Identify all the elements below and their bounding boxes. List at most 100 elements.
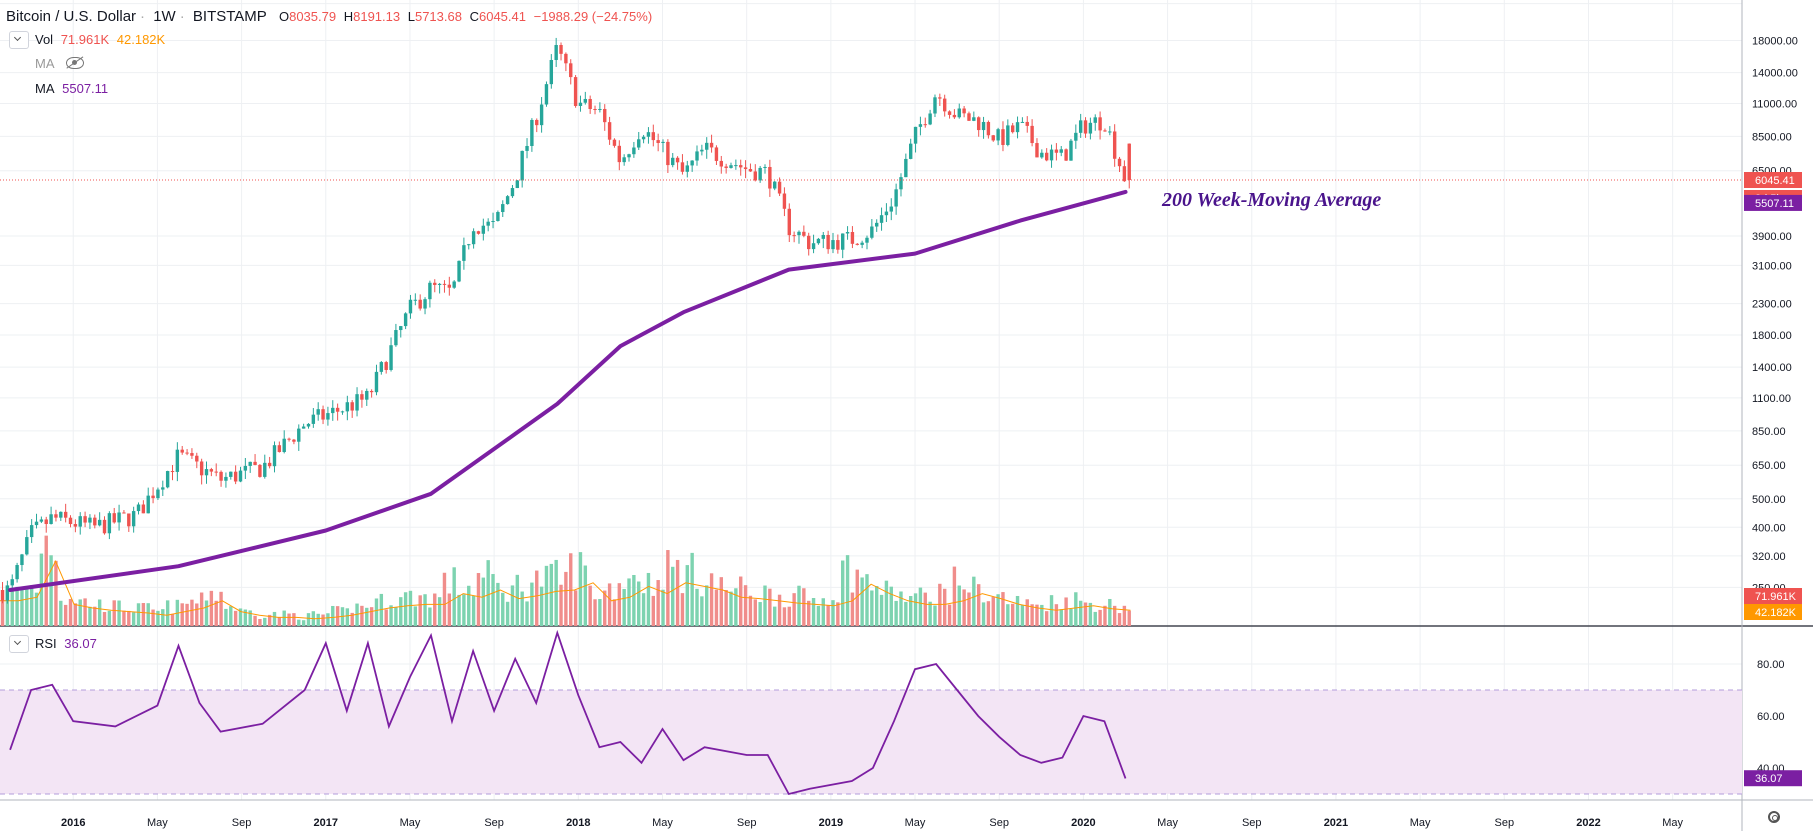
volume-bar bbox=[471, 595, 476, 626]
collapse-rsi-button[interactable] bbox=[9, 635, 29, 653]
volume-bar bbox=[714, 589, 719, 626]
candle-body bbox=[1112, 131, 1117, 159]
candle-body bbox=[967, 113, 971, 121]
volume-bar bbox=[1103, 605, 1107, 626]
volume-ma-line bbox=[0, 560, 1131, 620]
volume-bar bbox=[918, 587, 923, 626]
candle-body bbox=[73, 524, 78, 527]
volume-bar bbox=[894, 600, 898, 626]
volume-bar bbox=[908, 596, 913, 626]
volume-bar bbox=[1025, 599, 1029, 626]
volume-bar bbox=[156, 610, 160, 626]
time-tick-label: Sep bbox=[989, 817, 1009, 829]
volume-bar bbox=[671, 566, 675, 626]
candle-body bbox=[734, 165, 738, 167]
rsi-badge: 36.07 bbox=[1744, 770, 1802, 787]
candle-body bbox=[894, 189, 898, 207]
volume-bar bbox=[384, 609, 388, 626]
volume-bar bbox=[93, 606, 97, 626]
volume-bar bbox=[632, 574, 636, 626]
candle-body bbox=[1103, 130, 1107, 132]
volume-bar bbox=[719, 577, 723, 626]
volume-bar bbox=[967, 592, 971, 626]
candle-body bbox=[821, 234, 825, 239]
volume-bar bbox=[360, 605, 364, 626]
volume-bar bbox=[141, 603, 146, 626]
interval[interactable]: 1W bbox=[153, 8, 176, 25]
volume-bar bbox=[229, 606, 233, 626]
volume-bar bbox=[107, 610, 112, 626]
volume-bar bbox=[369, 607, 374, 626]
volume-bar bbox=[515, 574, 520, 626]
price-tick-label: 18000.00 bbox=[1752, 35, 1798, 47]
volume-bar bbox=[554, 559, 558, 626]
volume-bar bbox=[860, 577, 864, 626]
volume-bar bbox=[224, 608, 228, 626]
time-tick-label: May bbox=[400, 817, 421, 829]
volume-bar bbox=[539, 586, 544, 626]
candle-body bbox=[661, 141, 665, 144]
volume-bar bbox=[748, 595, 753, 626]
volume-bar bbox=[588, 585, 592, 626]
volume-bar bbox=[899, 591, 903, 626]
rsi-legend[interactable]: RSI 36.07 bbox=[35, 636, 101, 651]
candle-body bbox=[685, 165, 689, 172]
volume-bar bbox=[1098, 609, 1102, 626]
volume-bar bbox=[505, 601, 510, 626]
volume-bar bbox=[97, 599, 102, 626]
volume-bar bbox=[593, 599, 597, 626]
vol-legend[interactable]: Vol 71.961K 42.182K bbox=[35, 32, 169, 47]
rsi-tick-label: 80.00 bbox=[1757, 659, 1785, 671]
candle-body bbox=[855, 243, 859, 245]
settings-gear-icon[interactable] bbox=[1768, 811, 1780, 823]
candle-body bbox=[1122, 166, 1127, 182]
volume-bar bbox=[841, 560, 845, 626]
volume-bar bbox=[1049, 595, 1054, 626]
time-tick-label: 2019 bbox=[819, 817, 843, 829]
candle-body bbox=[1069, 140, 1073, 161]
candle-body bbox=[437, 283, 442, 285]
volume-bar bbox=[151, 609, 155, 626]
time-tick-label: Sep bbox=[484, 817, 504, 829]
low-label: L bbox=[407, 9, 415, 24]
candle-body bbox=[1064, 149, 1068, 161]
candle-body bbox=[773, 181, 777, 189]
hidden-eye-icon[interactable] bbox=[66, 57, 84, 69]
volume-bar bbox=[1122, 605, 1127, 626]
volume-bar bbox=[1088, 602, 1093, 626]
vol-badge-1-text: 71.961K bbox=[1755, 591, 1797, 603]
candle-body bbox=[350, 402, 354, 411]
candle-body bbox=[360, 394, 364, 400]
price-tick-label: 11000.00 bbox=[1752, 98, 1797, 110]
volume-bar bbox=[248, 610, 252, 626]
volume-bar bbox=[617, 583, 622, 626]
candle-body bbox=[54, 514, 58, 518]
candle-body bbox=[947, 111, 952, 115]
candle-body bbox=[904, 158, 908, 178]
volume-bar bbox=[646, 572, 651, 626]
candle-body bbox=[763, 166, 767, 168]
volume-bar bbox=[913, 593, 918, 626]
candle-body bbox=[413, 299, 418, 301]
volume-bar bbox=[986, 601, 991, 626]
candle-body bbox=[355, 394, 359, 411]
volume-bar bbox=[112, 600, 116, 626]
candle-body bbox=[29, 525, 34, 538]
price-tick-label: 2300.00 bbox=[1752, 299, 1792, 311]
volume-bar bbox=[403, 592, 408, 626]
candle-body bbox=[433, 282, 437, 285]
ma-legend[interactable]: MA 5507.11 bbox=[35, 81, 112, 96]
volume-bar bbox=[1001, 592, 1005, 626]
ma-hidden-legend[interactable]: MA bbox=[35, 56, 59, 71]
volume-bar bbox=[879, 594, 884, 626]
candle-body bbox=[1054, 149, 1059, 153]
volume-bar bbox=[826, 605, 830, 626]
close-value: 6045.41 bbox=[478, 9, 526, 24]
time-tick-label: Sep bbox=[1242, 817, 1262, 829]
collapse-legend-button[interactable] bbox=[9, 31, 29, 49]
volume-bar bbox=[428, 607, 432, 626]
volume-bar bbox=[25, 587, 29, 626]
candle-body bbox=[923, 124, 927, 126]
